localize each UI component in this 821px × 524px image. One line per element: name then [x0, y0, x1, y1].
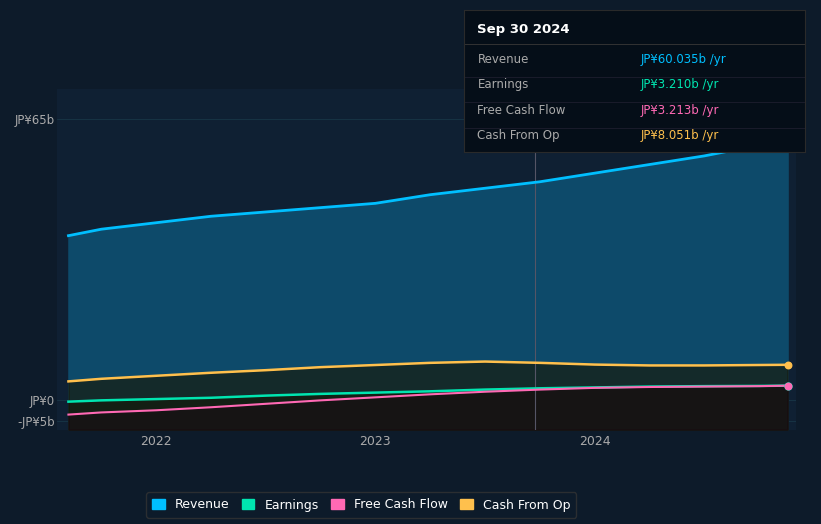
Text: JP¥3.210b /yr: JP¥3.210b /yr	[641, 79, 719, 91]
Point	[781, 381, 794, 390]
Text: Free Cash Flow: Free Cash Flow	[478, 104, 566, 117]
Text: Cash From Op: Cash From Op	[478, 129, 560, 143]
Text: Past: Past	[771, 111, 794, 121]
Text: Sep 30 2024: Sep 30 2024	[478, 23, 570, 36]
Legend: Revenue, Earnings, Free Cash Flow, Cash From Op: Revenue, Earnings, Free Cash Flow, Cash …	[146, 492, 576, 518]
Text: JP¥3.213b /yr: JP¥3.213b /yr	[641, 104, 719, 117]
Point	[781, 133, 794, 141]
Text: Earnings: Earnings	[478, 79, 529, 91]
Text: Revenue: Revenue	[478, 53, 529, 66]
Text: JP¥60.035b /yr: JP¥60.035b /yr	[641, 53, 727, 66]
Point	[781, 361, 794, 369]
Text: JP¥8.051b /yr: JP¥8.051b /yr	[641, 129, 719, 143]
Point	[781, 381, 794, 390]
